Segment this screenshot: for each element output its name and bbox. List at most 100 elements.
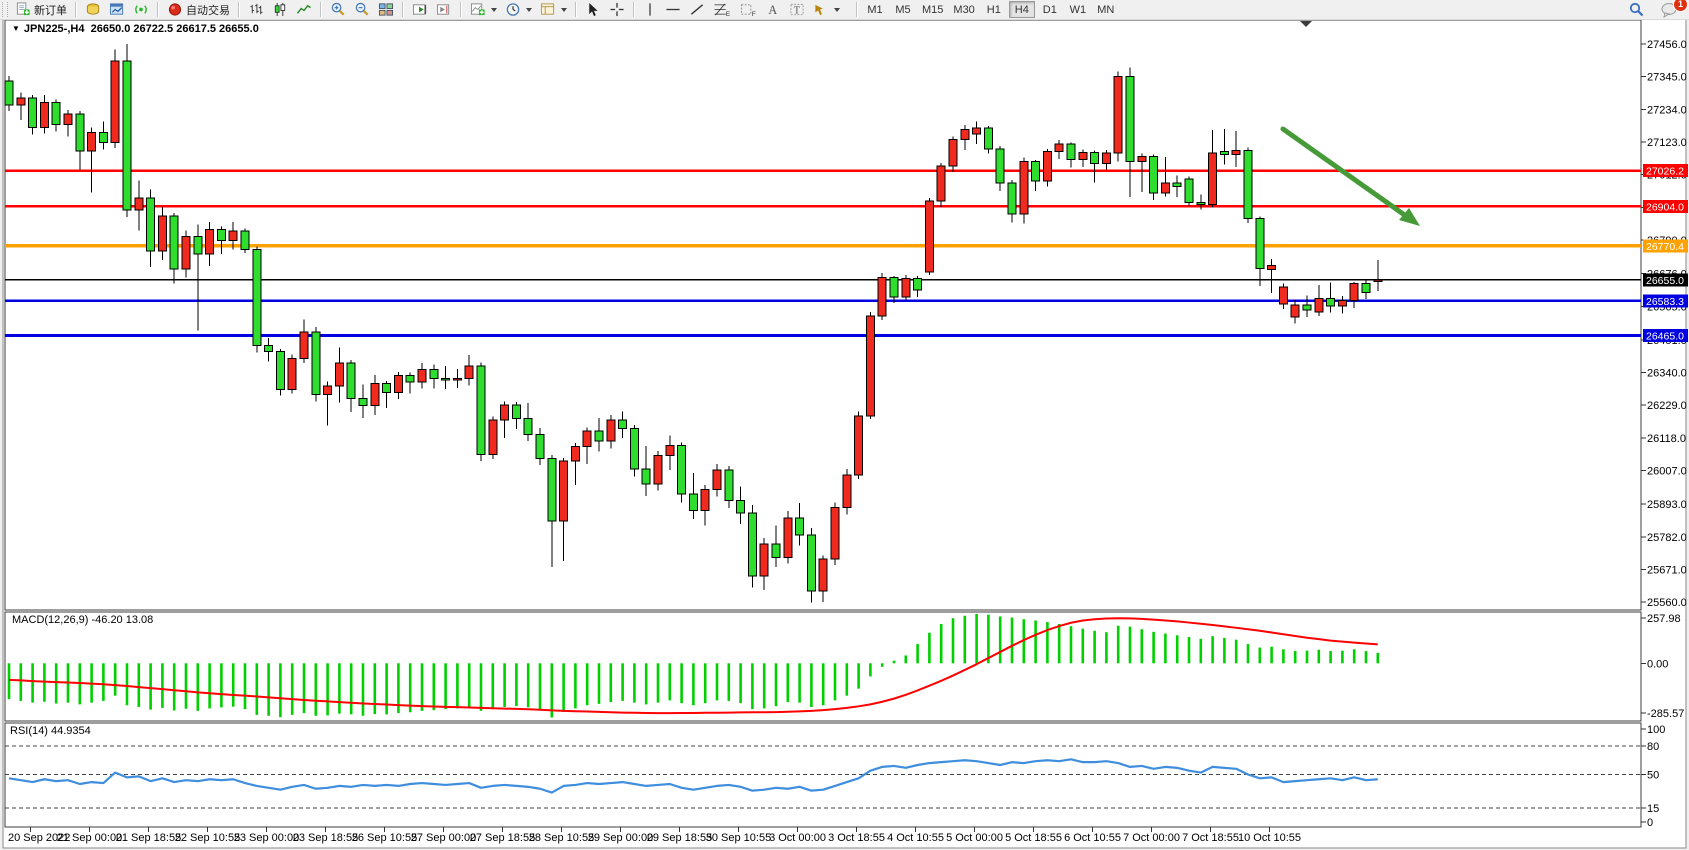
tab-timeframe-h4[interactable]: H4 <box>1008 1 1035 18</box>
time-tick-label: 3 Oct 00:00 <box>769 832 826 844</box>
rsi-tick-label: 15 <box>1647 803 1659 815</box>
price-tick-label: 25671.0 <box>1647 564 1687 576</box>
macd-indicator-label: MACD(12,26,9) -46.20 13.08 <box>12 614 153 626</box>
svg-text:A: A <box>768 3 777 17</box>
cursor-button[interactable] <box>581 0 605 19</box>
horizontal-line-icon <box>666 8 680 11</box>
candle-up <box>63 113 73 126</box>
horizontal-line-button[interactable] <box>661 0 685 19</box>
candle-down <box>240 230 250 250</box>
tab-timeframe-m5[interactable]: M5 <box>890 1 916 18</box>
main-plot-area[interactable] <box>4 19 1642 611</box>
candle-down <box>736 499 746 514</box>
candle-up <box>1267 264 1277 270</box>
candle-up <box>1113 75 1123 154</box>
scroll-to-end-button[interactable] <box>408 0 432 19</box>
shift-chart-button[interactable] <box>432 0 456 19</box>
new-order-button[interactable]: 新订单 <box>11 0 71 19</box>
macd-tick-label: 0.00 <box>1647 658 1668 670</box>
search-icon <box>1629 2 1644 16</box>
rsi-value: 44.9354 <box>50 725 91 737</box>
zoom-in-button[interactable] <box>326 0 350 19</box>
candle-up <box>181 236 191 270</box>
rsi-plot-area[interactable] <box>4 722 1642 828</box>
candle-down <box>252 248 262 346</box>
candle-up <box>1337 300 1347 307</box>
candle-up <box>818 558 828 592</box>
time-tick-label: 22 Sep 10:55 <box>175 832 240 844</box>
horizontal-lines[interactable] <box>5 169 1641 338</box>
periods-button[interactable] <box>501 0 536 19</box>
signal-button[interactable] <box>129 0 153 19</box>
chart-shift-marker-icon[interactable] <box>1300 21 1312 27</box>
indicators-button[interactable] <box>466 0 501 19</box>
profiles-button[interactable] <box>81 0 105 19</box>
search-button[interactable] <box>1624 0 1649 19</box>
candle-down <box>441 377 451 381</box>
candle-down <box>4 80 14 106</box>
candle-up <box>87 132 97 152</box>
tab-timeframe-h1[interactable]: H1 <box>981 1 1007 18</box>
candle-down <box>806 534 816 592</box>
price-tick-label: 26340.0 <box>1647 368 1687 380</box>
candle-down <box>523 417 533 435</box>
candle-up <box>452 377 462 381</box>
candle-up <box>1314 297 1324 313</box>
tab-timeframe-m1[interactable]: M1 <box>862 1 888 18</box>
candle-down <box>1007 182 1017 215</box>
zoom-in-icon <box>331 2 345 16</box>
candle-down <box>476 365 486 455</box>
text-button[interactable]: A <box>761 0 785 19</box>
macd-axis[interactable]: 257.98 0.00 -285.57 <box>1641 613 1684 720</box>
candlestick-chart-button[interactable] <box>268 0 292 19</box>
bar-chart-button[interactable] <box>244 0 268 19</box>
collapse-arrow-icon[interactable]: ▼ <box>12 24 20 33</box>
templates-button[interactable] <box>536 0 571 19</box>
new-order-label: 新订单 <box>34 4 67 17</box>
fibonacci-button[interactable]: E <box>709 0 735 19</box>
toolbar-separator <box>460 2 462 17</box>
tab-timeframe-m30[interactable]: M30 <box>949 1 978 18</box>
autotrade-button[interactable]: 自动交易 <box>163 0 234 19</box>
candle-up <box>1208 152 1218 206</box>
text-label-button[interactable]: T <box>785 0 809 19</box>
tile-windows-button[interactable] <box>374 0 398 19</box>
profiles-icon <box>86 3 100 15</box>
candle-up <box>1054 143 1064 153</box>
crosshair-button[interactable] <box>605 0 629 19</box>
trend-arrow-object[interactable] <box>1280 126 1420 226</box>
line-chart-button[interactable] <box>292 0 316 19</box>
candle-down <box>724 469 734 501</box>
shift-chart-icon <box>436 4 450 15</box>
toolbar-grip[interactable] <box>2 2 8 17</box>
notifications-button[interactable]: 1 <box>1657 0 1688 19</box>
price-tick-label: 27123.0 <box>1647 137 1687 149</box>
trendline-button[interactable] <box>685 0 709 19</box>
shapes-button[interactable] <box>809 0 844 19</box>
charts-window-button[interactable] <box>105 0 129 19</box>
price-tick-label: 27456.0 <box>1647 39 1687 51</box>
timeframe-toolbar: M1 M5 M15 M30 H1 H4 D1 W1 MN <box>853 0 1120 19</box>
dropdown-caret-icon <box>834 7 840 12</box>
tab-timeframe-d1[interactable]: D1 <box>1037 1 1063 18</box>
rsi-name: RSI(14) <box>10 725 48 737</box>
rsi-axis[interactable]: 100 80 50 15 0 <box>5 724 1665 829</box>
vertical-line-button[interactable] <box>639 0 661 19</box>
bar-chart-icon <box>250 3 263 15</box>
candle-up <box>1160 182 1170 194</box>
time-tick-label: 29 Sep 18:55 <box>647 832 712 844</box>
tab-timeframe-w1[interactable]: W1 <box>1065 1 1091 18</box>
candle-down <box>264 344 274 352</box>
candle-up <box>712 469 722 491</box>
time-tick-label: 23 Sep 18:55 <box>293 832 358 844</box>
autotrade-icon <box>168 3 182 16</box>
zoom-out-button[interactable] <box>350 0 374 19</box>
candle-up <box>582 430 592 448</box>
tab-timeframe-mn[interactable]: MN <box>1093 1 1119 18</box>
fibo-expansion-button[interactable]: F <box>735 0 761 19</box>
tab-timeframe-m15[interactable]: M15 <box>918 1 947 18</box>
ohlc-values: 26650.0 26722.5 26617.5 26655.0 <box>90 23 259 35</box>
